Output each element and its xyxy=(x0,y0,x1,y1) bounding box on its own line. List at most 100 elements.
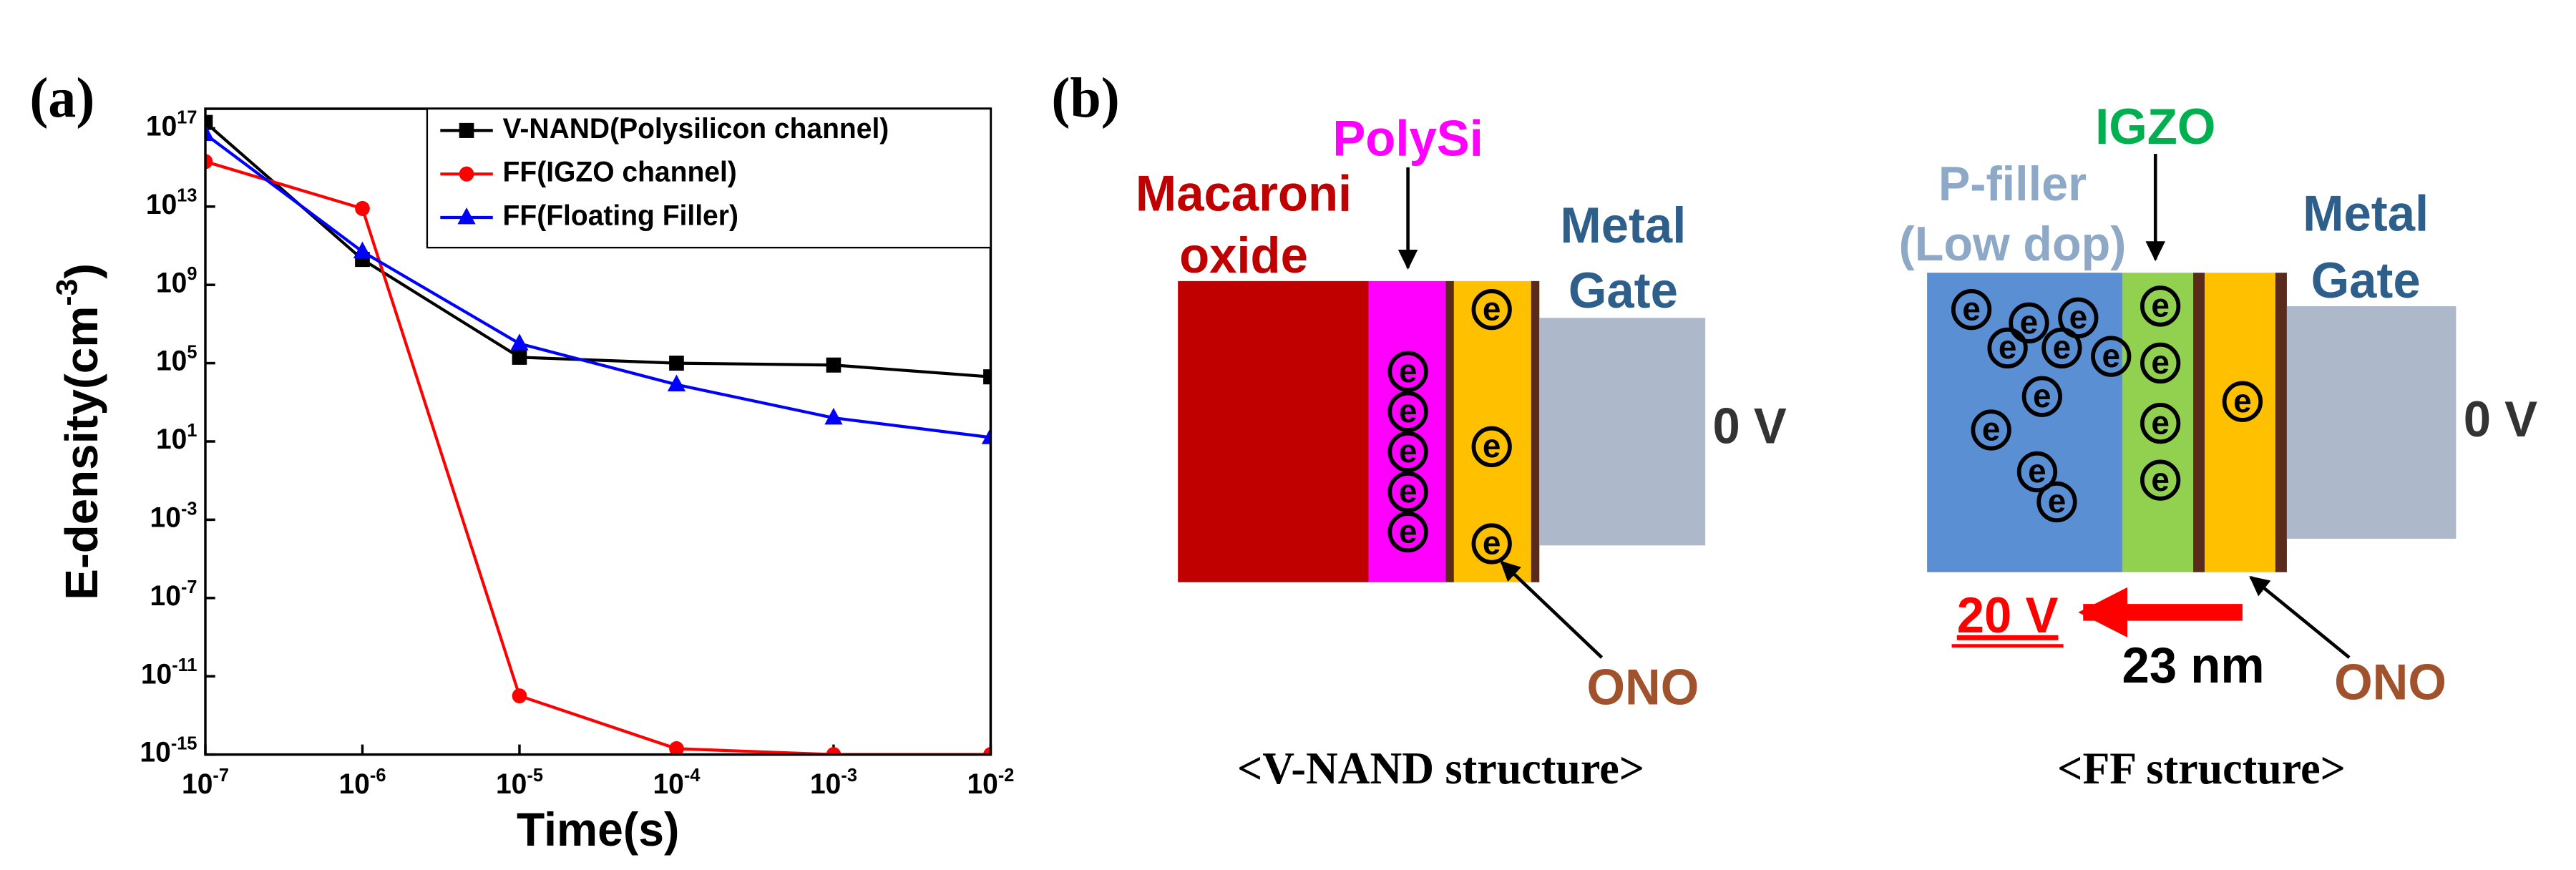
electron xyxy=(1387,511,1428,553)
voltage-label: 0 V xyxy=(1712,398,1786,454)
filler-label: (Low dop) xyxy=(1899,217,2127,271)
legend-label: FF(IGZO channel) xyxy=(503,156,737,187)
electron xyxy=(2091,336,2132,377)
ono-layer xyxy=(1531,280,1540,582)
series-line xyxy=(205,132,991,439)
marker xyxy=(512,349,527,365)
electron xyxy=(1471,523,1512,564)
diagram-b: (b) Macaroni oxide PolySi Metal Gate 0 V… xyxy=(1051,67,2537,793)
electron xyxy=(1387,391,1428,432)
electron xyxy=(1987,327,2028,369)
caption: <FF structure> xyxy=(2057,743,2346,793)
electron xyxy=(1971,409,2011,451)
oxide-block xyxy=(1178,280,1369,582)
channel-label: PolySi xyxy=(1332,110,1483,167)
electron-label: e xyxy=(2028,452,2046,489)
electron-label: e xyxy=(2151,460,2170,497)
electron-label: e xyxy=(1483,290,1501,327)
marker xyxy=(353,241,372,259)
y-tick-label: 10-11 xyxy=(141,655,197,690)
arrow xyxy=(1500,560,1604,659)
marker xyxy=(981,427,991,444)
x-tick-label: 10-7 xyxy=(182,766,229,801)
y-tick-label: 1013 xyxy=(146,185,197,220)
electron-label: e xyxy=(1999,328,2017,366)
electron-label: e xyxy=(2048,482,2067,519)
electron-label: e xyxy=(1982,410,2001,447)
marker xyxy=(667,374,686,391)
electron-label: e xyxy=(2151,404,2170,441)
electron xyxy=(2041,327,2082,369)
marker xyxy=(826,747,841,755)
series-line xyxy=(205,160,991,755)
electron xyxy=(2140,459,2181,501)
gate-label: Metal xyxy=(2303,185,2429,242)
y-tick-label: 101 xyxy=(156,420,197,455)
x-axis-label: Time(s) xyxy=(517,803,679,856)
arrow xyxy=(2249,575,2351,659)
marker xyxy=(205,114,213,130)
channel-label: IGZO xyxy=(2095,98,2215,155)
gate-label: Gate xyxy=(1568,263,1678,319)
x-tick-label: 10-6 xyxy=(338,766,386,801)
marker xyxy=(205,124,215,141)
electron-label: e xyxy=(2102,336,2120,373)
voltage-label: 20 V xyxy=(1957,587,2059,643)
panel-label: (b) xyxy=(1051,67,1119,130)
marker xyxy=(669,356,684,371)
electron-label: e xyxy=(1399,392,1418,429)
electron xyxy=(1387,431,1428,473)
electron-label: e xyxy=(1399,472,1418,509)
legend-box xyxy=(426,107,992,249)
y-axis-label: E-density(cm-3) xyxy=(49,263,107,600)
electron-label: e xyxy=(2151,286,2170,323)
y-tick-label: 105 xyxy=(156,342,197,377)
marker xyxy=(459,166,474,182)
oxide-label: oxide xyxy=(1179,227,1308,283)
electron xyxy=(2222,381,2263,422)
electron xyxy=(2009,302,2049,343)
marker xyxy=(826,357,841,373)
ono-label: ONO xyxy=(2334,654,2446,710)
x-tick-label: 10-3 xyxy=(810,766,857,801)
marker xyxy=(459,122,474,138)
electron-label: e xyxy=(2151,343,2170,381)
electron-label: e xyxy=(1399,351,1418,388)
electron xyxy=(1387,351,1428,392)
series-line xyxy=(205,121,991,378)
x-tick-label: 10-2 xyxy=(967,766,1014,801)
x-tick-label: 10-4 xyxy=(653,766,701,801)
chart-a: (a) Time(s) E-density(cm-3) 10-7 10-6 10-5 10-… xyxy=(29,67,1014,856)
electron xyxy=(2140,285,2181,327)
electron-label: e xyxy=(2233,382,2252,419)
electron-label: e xyxy=(1483,524,1501,561)
voltage-label: 0 V xyxy=(2464,391,2537,448)
filler-label: P-filler xyxy=(1938,157,2087,211)
marker xyxy=(355,200,370,216)
electron-label: e xyxy=(2020,303,2039,341)
metal-gate xyxy=(1539,318,1706,546)
marker xyxy=(457,207,476,225)
ono-layer xyxy=(2193,273,2205,572)
electron xyxy=(1387,471,1428,513)
oxide-label: Macaroni xyxy=(1136,165,1352,222)
marker xyxy=(824,408,843,425)
electron-label: e xyxy=(1399,512,1418,549)
marker xyxy=(669,741,684,755)
ono-label: ONO xyxy=(1586,659,1699,715)
electron xyxy=(2140,342,2181,384)
marker xyxy=(983,747,991,755)
x-tick-label: 10-5 xyxy=(496,766,543,801)
electron-label: e xyxy=(1483,427,1501,464)
electron-label: e xyxy=(2069,298,2088,336)
gate-label: Gate xyxy=(2311,252,2421,308)
metal-gate xyxy=(2286,306,2457,539)
legend-label: FF(Floating Filler) xyxy=(503,200,738,231)
ono-layer xyxy=(1445,280,1454,582)
distance-label: 23 nm xyxy=(2122,637,2265,693)
marker xyxy=(983,369,991,385)
electron-label: e xyxy=(2053,328,2072,366)
caption: <V-NAND structure> xyxy=(1237,743,1644,793)
y-tick-label: 10-15 xyxy=(140,733,197,768)
